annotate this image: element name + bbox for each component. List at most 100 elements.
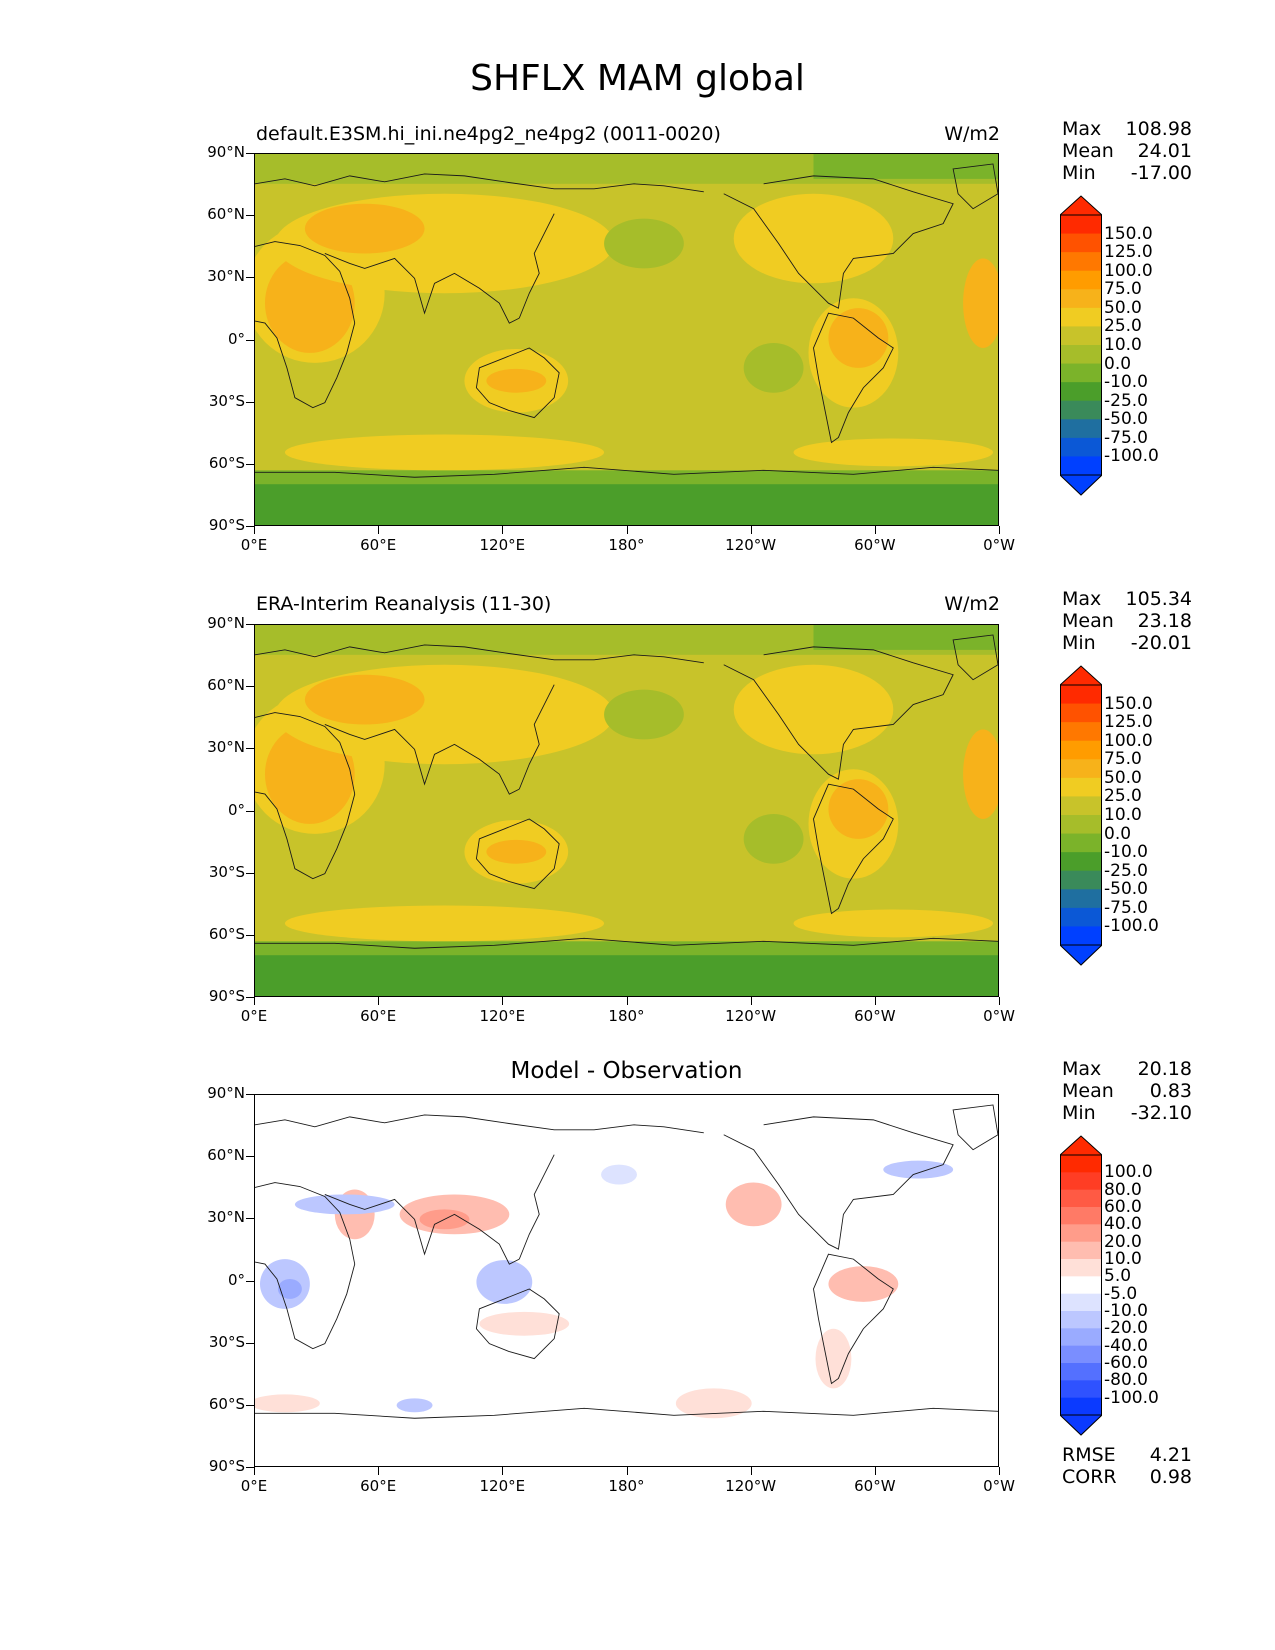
diff-positive	[828, 1266, 899, 1302]
coastline	[952, 163, 998, 210]
colorbar-segment	[1060, 289, 1102, 309]
namerica-warm	[733, 193, 894, 284]
colorbar-tick-label: 50.0	[1104, 767, 1142, 788]
colorbar-tick-label: -50.0	[1104, 409, 1148, 430]
lon-tick	[626, 997, 628, 1005]
antarctic-band	[255, 953, 998, 996]
colorbar-tick-label: 0.0	[1104, 353, 1132, 374]
colorbar-tick-label: 5.0	[1104, 1266, 1132, 1287]
lat-tick	[246, 463, 254, 465]
lon-tick-label: 120°E	[479, 1477, 526, 1495]
diff-map	[254, 1094, 999, 1467]
colorbar-tick-label: 75.0	[1104, 749, 1142, 770]
metrics-box: RMSE 4.21 CORR 0.98	[1062, 1444, 1192, 1488]
colorbar-segment	[1060, 1259, 1102, 1277]
lon-tick-label: 60°E	[360, 1477, 397, 1495]
lat-tick	[246, 1156, 254, 1158]
lon-tick-label: 180°	[608, 536, 645, 554]
map-canvas	[255, 154, 998, 525]
lon-tick	[254, 1467, 255, 1475]
coastline	[952, 1104, 998, 1151]
lat-tick	[246, 1467, 254, 1468]
lat-tick	[246, 215, 254, 217]
colorbar-tick-label: 100.0	[1104, 730, 1153, 751]
coastline	[723, 646, 954, 780]
colorbar-tick-label: -10.0	[1104, 1301, 1148, 1321]
max-value: 108.98	[1125, 118, 1192, 140]
colorbar-segment	[1060, 833, 1102, 853]
colorbar-tick-label: 80.0	[1104, 1179, 1142, 1200]
lat-tick	[246, 1342, 254, 1344]
lon-tick-label: 180°	[608, 1007, 645, 1025]
colorbar-segment	[1060, 252, 1102, 272]
lat-tick-label: 30°S	[208, 862, 245, 881]
colorbar-canvas	[1058, 665, 1104, 966]
diff-positive	[815, 1328, 852, 1389]
lat-tick-label: 60°N	[207, 205, 245, 224]
lon-tick-label: 180°	[608, 1477, 645, 1495]
diff-negative	[883, 1160, 954, 1179]
lat-tick-label: 60°S	[208, 924, 245, 943]
colorbar-tick-label: -10.0	[1104, 372, 1148, 393]
colorbar-outline	[1060, 214, 1102, 476]
lon-tick-label: 60°W	[854, 1477, 896, 1495]
colorbar-tick-label: -100.0	[1104, 916, 1159, 937]
diff-negative	[396, 1398, 433, 1413]
model-map	[254, 153, 999, 526]
stats-box: Max 20.18 Mean 0.83 Min -32.10	[1062, 1058, 1192, 1124]
australia-hot	[486, 839, 547, 864]
colorbar-tick-label: 10.0	[1104, 805, 1142, 825]
colorbar-tick-label: 125.0	[1104, 712, 1153, 733]
colorbar-tick-label: -60.0	[1104, 1353, 1148, 1373]
mean-label: Mean	[1062, 610, 1114, 632]
lat-tick	[246, 997, 254, 998]
colorbar-tick-label: 25.0	[1104, 316, 1142, 337]
colorbar-segment	[1060, 1276, 1102, 1295]
colorbar-tick-label: 125.0	[1104, 242, 1153, 263]
lon-tick-label: 120°W	[725, 536, 777, 554]
antarctic-edge	[255, 470, 998, 485]
lon-tick	[254, 526, 255, 534]
colorbar-segment	[1060, 1189, 1102, 1208]
lat-tick	[246, 153, 254, 154]
colorbar-segment	[1060, 852, 1102, 872]
australia-hot	[486, 368, 547, 393]
stats-box: Max 105.34 Mean 23.18 Min -20.01	[1062, 588, 1192, 654]
eastern-hot	[963, 258, 998, 348]
pacific-cool	[604, 689, 684, 740]
mean-value: 0.83	[1149, 1080, 1192, 1102]
colorbar-segment	[1060, 1328, 1102, 1347]
colorbar	[1058, 195, 1104, 501]
coastline	[813, 312, 894, 444]
lat-tick-label: 30°N	[207, 1208, 245, 1227]
lat-tick-label: 60°N	[207, 1146, 245, 1165]
colorbar-segment	[1060, 1293, 1102, 1312]
diff-positive	[675, 1388, 752, 1419]
coastline	[813, 1253, 894, 1385]
panel-title-center: Model - Observation	[510, 1058, 743, 1084]
diff-positive	[255, 1394, 320, 1413]
min-label: Min	[1062, 1102, 1096, 1124]
lon-tick	[874, 1467, 876, 1475]
colorbar-tick-label: 100.0	[1104, 1162, 1153, 1183]
colorbar-segment	[1060, 382, 1102, 402]
colorbar	[1058, 665, 1104, 971]
colorbar-segment	[1060, 345, 1102, 365]
panel-units: W/m2	[944, 123, 1000, 145]
lon-tick-label: 60°W	[854, 536, 896, 554]
colorbar-segment	[1060, 889, 1102, 909]
colorbar-tick-label: -80.0	[1104, 1370, 1148, 1391]
coastline	[475, 347, 560, 419]
antarctic-band	[255, 482, 998, 525]
lon-tick-label: 0°E	[240, 1477, 268, 1495]
colorbar-tick-label: 150.0	[1104, 223, 1153, 244]
lon-tick-label: 0°E	[240, 1007, 268, 1025]
colorbar-tick-label: 10.0	[1104, 1249, 1142, 1269]
colorbar-segment	[1060, 363, 1102, 383]
map-canvas	[255, 1095, 998, 1466]
lon-tick-label: 120°W	[725, 1007, 777, 1025]
sahara-hot	[304, 203, 425, 254]
sahara-hot	[304, 674, 425, 725]
coastline	[324, 1194, 520, 1265]
coastline	[255, 1407, 998, 1419]
